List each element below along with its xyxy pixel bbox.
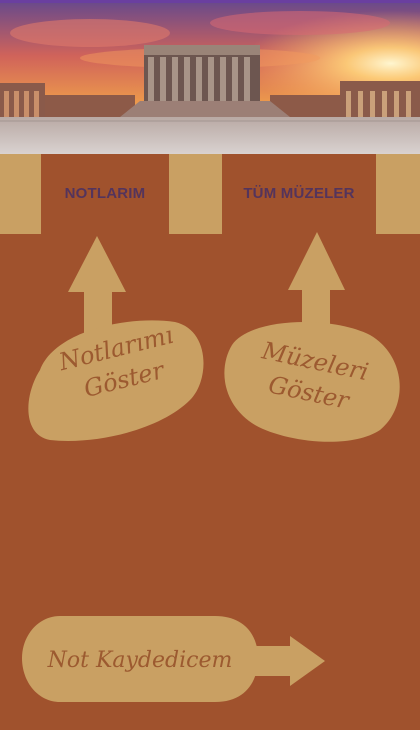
tab-notlarim[interactable]: NOTLARIM	[64, 185, 146, 202]
tab-bar: NOTLARIM TÜM MÜZELER	[0, 154, 420, 234]
tab-divider	[0, 154, 41, 234]
tab-divider	[376, 154, 420, 234]
tab-tum-muzeler[interactable]: TÜM MÜZELER	[243, 185, 355, 202]
arrow-up-icon	[68, 236, 126, 340]
status-bar-accent	[0, 0, 420, 3]
hero-image	[0, 3, 420, 154]
tab-divider	[169, 154, 222, 234]
show-notes-hint[interactable]: Notlarımı Göster	[35, 314, 206, 415]
arrow-up-icon	[288, 232, 345, 345]
show-museums-hint[interactable]: Müzeleri Göster	[227, 329, 397, 425]
save-note-button[interactable]: Not Kaydedicem	[47, 648, 233, 673]
arrow-right-icon	[252, 636, 325, 686]
